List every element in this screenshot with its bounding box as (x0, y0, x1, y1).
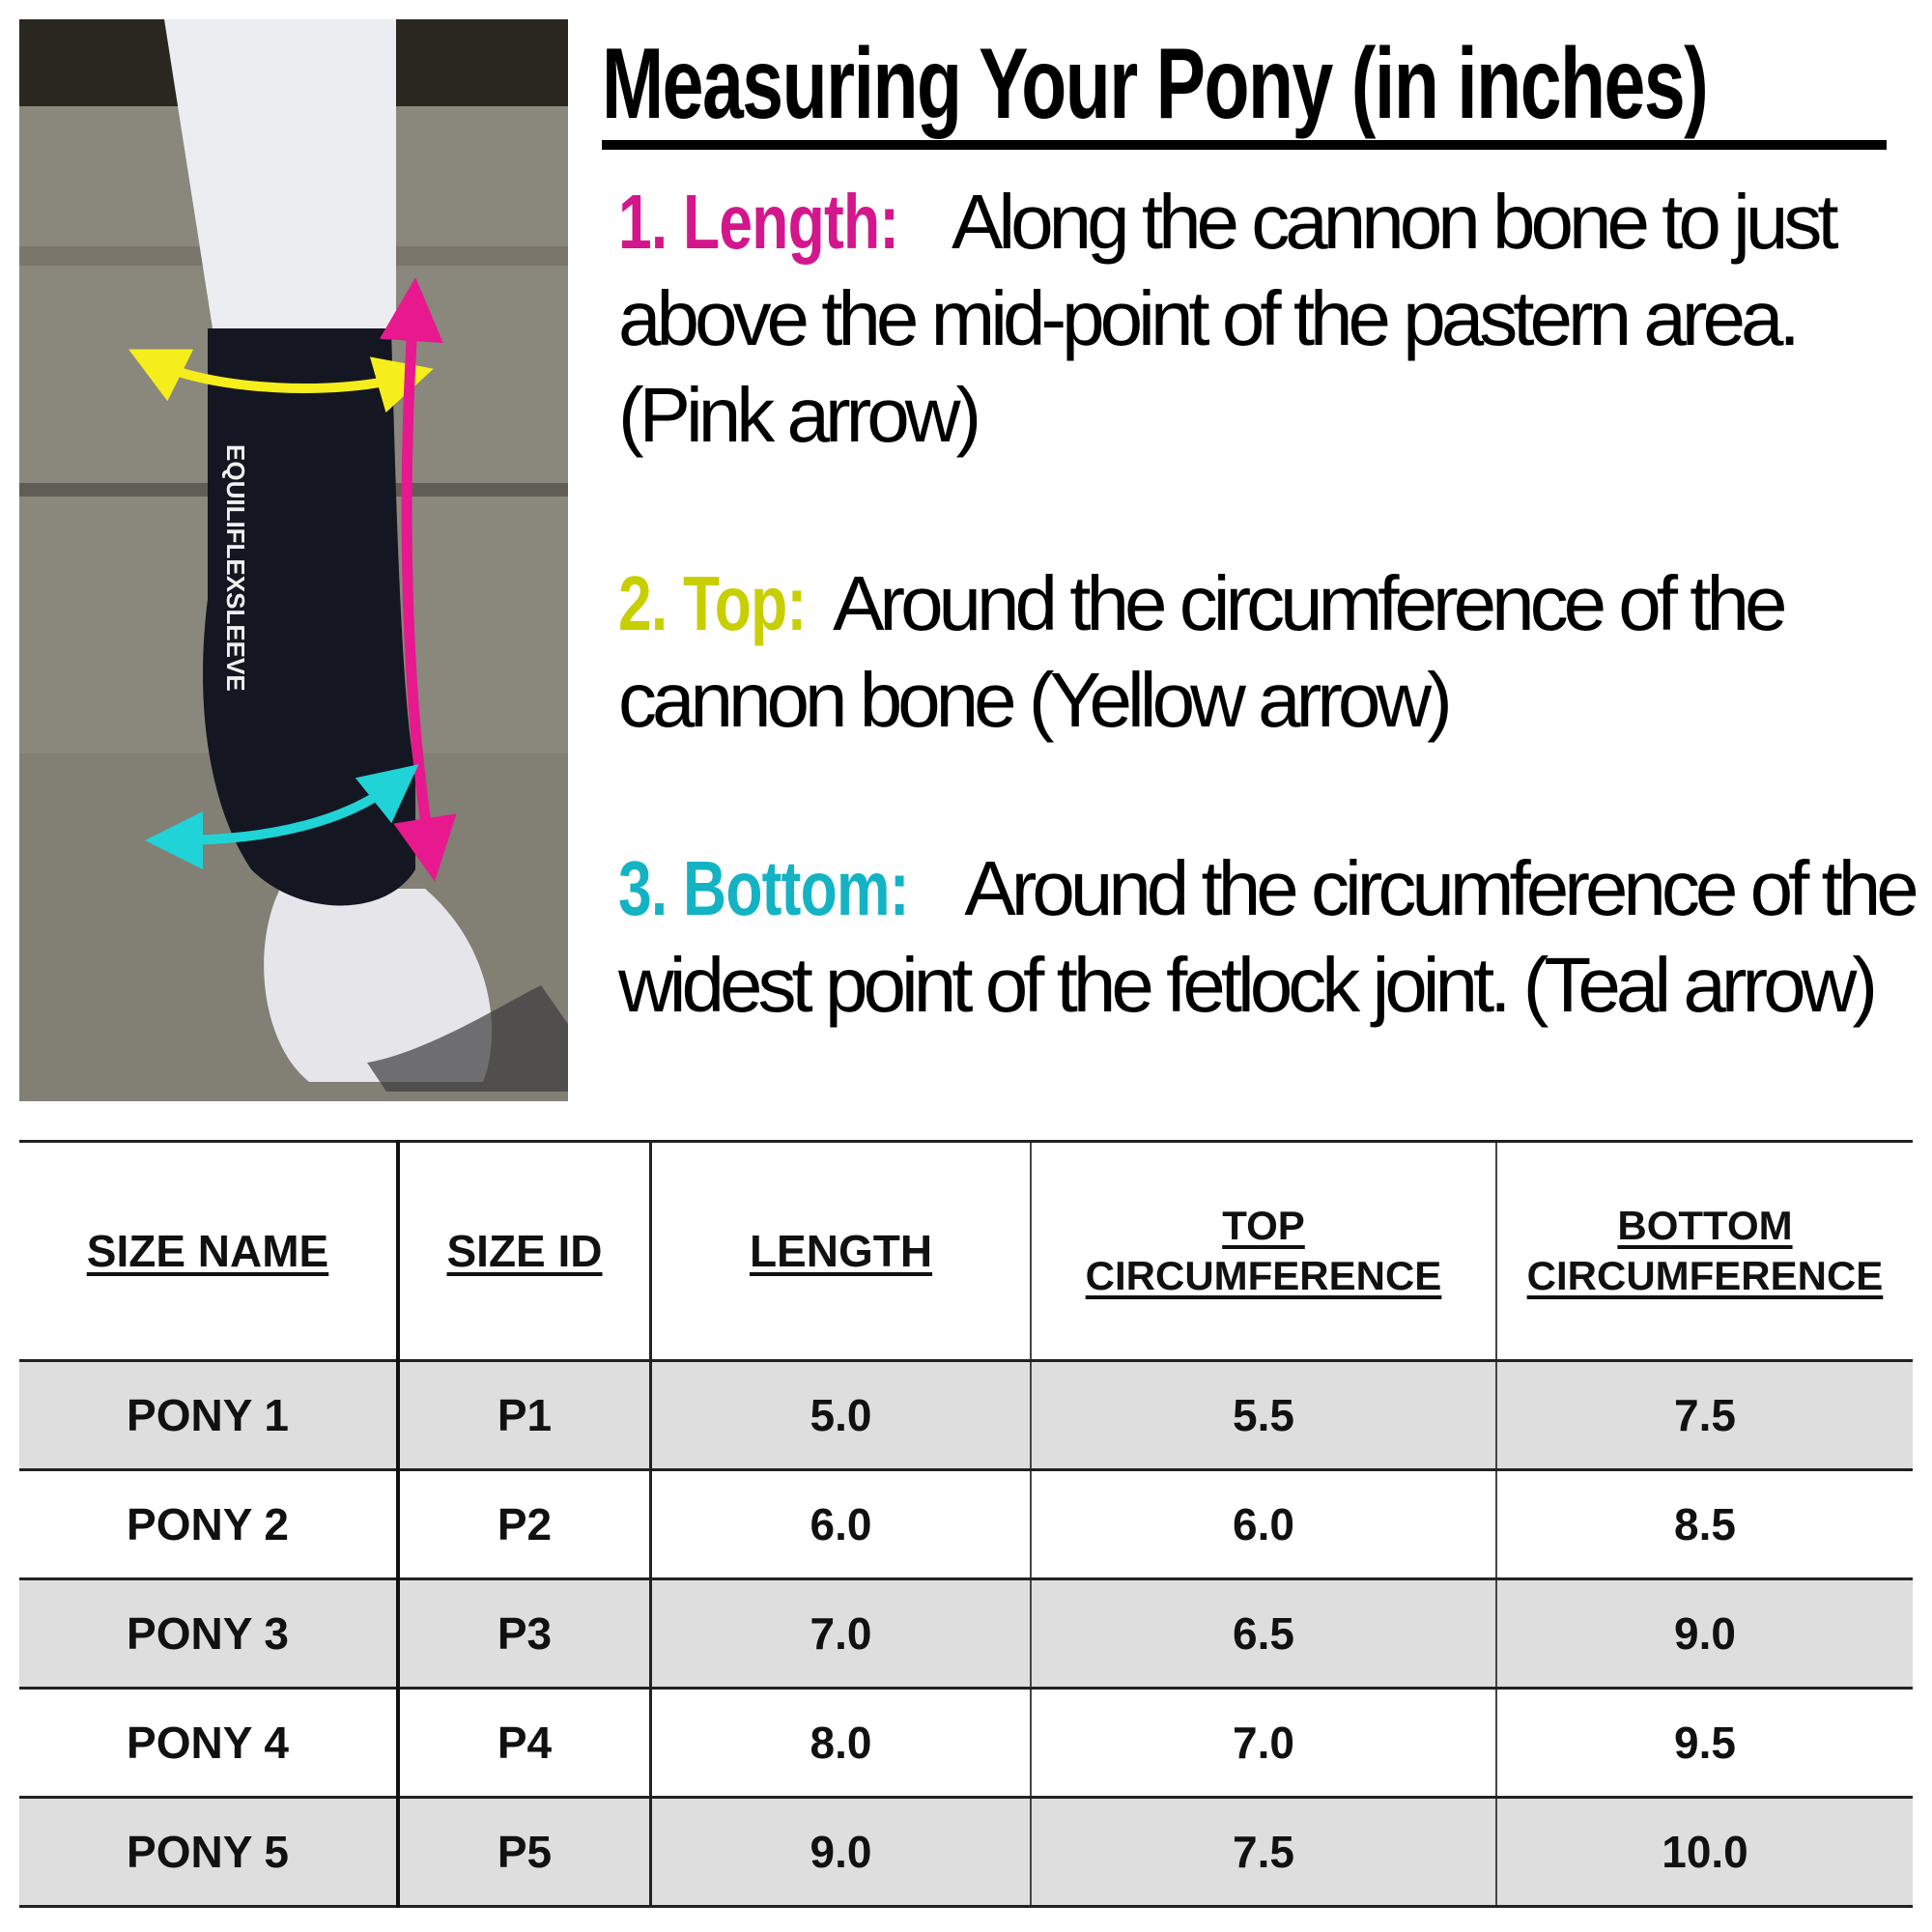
cell-length: 8.0 (650, 1688, 1032, 1799)
pony-leg-photo: EQUILIFLEXSLEEVE (19, 19, 568, 1101)
cell-length: 6.0 (650, 1469, 1032, 1580)
instruction-length-line2: above the mid-point of the pastern area. (618, 275, 1801, 361)
cell-bottom: 7.5 (1496, 1360, 1913, 1471)
cell-bottom: 8.5 (1496, 1469, 1913, 1580)
cell-size-id: P2 (398, 1469, 652, 1580)
cell-size-id: P5 (398, 1797, 652, 1908)
cell-size-name: PONY 1 (19, 1360, 400, 1471)
header-length: LENGTH (650, 1140, 1032, 1362)
cell-size-id: P1 (398, 1360, 652, 1471)
header-size-id: SIZE ID (398, 1140, 652, 1362)
table-row: PONY 3 P3 7.0 6.5 9.0 (19, 1578, 1913, 1690)
black-sleeve (203, 328, 415, 906)
cell-size-id: P3 (398, 1578, 652, 1690)
top-label: 2. Top: (618, 560, 807, 646)
sleeve-logo: EQUILIFLEXSLEEVE (221, 444, 250, 692)
instruction-bottom: 3. Bottom: Around the circumference of t… (618, 845, 1919, 931)
cell-bottom: 10.0 (1496, 1797, 1913, 1908)
cell-top: 6.0 (1031, 1469, 1497, 1580)
bottom-label: 3. Bottom: (618, 845, 909, 931)
cell-bottom: 9.5 (1496, 1688, 1913, 1799)
length-label: 1. Length: (618, 179, 899, 265)
table-row: PONY 2 P2 6.0 6.0 8.5 (19, 1469, 1913, 1580)
header-bottom-circumference: BOTTOM CIRCUMFERENCE (1496, 1140, 1913, 1362)
table-row: PONY 4 P4 8.0 7.0 9.5 (19, 1688, 1913, 1799)
instruction-length: 1. Length: Along the cannon bone to just (618, 179, 1839, 265)
instruction-top: 2. Top: Around the circumference of the (618, 560, 1787, 646)
cell-top: 5.5 (1031, 1360, 1497, 1471)
hoof-fetlock (264, 889, 493, 1082)
cell-length: 5.0 (650, 1360, 1032, 1471)
cell-size-name: PONY 5 (19, 1797, 400, 1908)
header-top-circumference: TOP CIRCUMFERENCE (1031, 1140, 1497, 1362)
cell-size-name: PONY 4 (19, 1688, 400, 1799)
cell-top: 7.0 (1031, 1688, 1497, 1799)
cell-top: 7.5 (1031, 1797, 1497, 1908)
cell-size-name: PONY 3 (19, 1578, 400, 1690)
cell-size-name: PONY 2 (19, 1469, 400, 1580)
cell-size-id: P4 (398, 1688, 652, 1799)
teal-arrow (145, 764, 419, 869)
white-leg (164, 19, 396, 328)
header-size-name: SIZE NAME (19, 1140, 400, 1362)
table-header-row: SIZE NAME SIZE ID LENGTH TOP CIRCUMFERENC… (19, 1140, 1913, 1362)
page-title: Measuring Your Pony (in inches) (602, 29, 1887, 150)
size-chart-table: SIZE NAME SIZE ID LENGTH TOP CIRCUMFERENC… (19, 1140, 1913, 1908)
cell-bottom: 9.0 (1496, 1578, 1913, 1690)
table-row: PONY 5 P5 9.0 7.5 10.0 (19, 1797, 1913, 1908)
cell-length: 7.0 (650, 1578, 1032, 1690)
instruction-top-line2: cannon bone (Yellow arrow) (618, 657, 1453, 743)
cell-top: 6.5 (1031, 1578, 1497, 1690)
table-row: PONY 1 P1 5.0 5.5 7.5 (19, 1360, 1913, 1471)
pink-arrow (379, 277, 457, 882)
cell-length: 9.0 (650, 1797, 1032, 1908)
yellow-arrow (128, 349, 434, 413)
instruction-bottom-line2: widest point of the fetlock joint. (Teal… (618, 942, 1878, 1028)
instruction-length-line3: (Pink arrow) (618, 372, 981, 458)
